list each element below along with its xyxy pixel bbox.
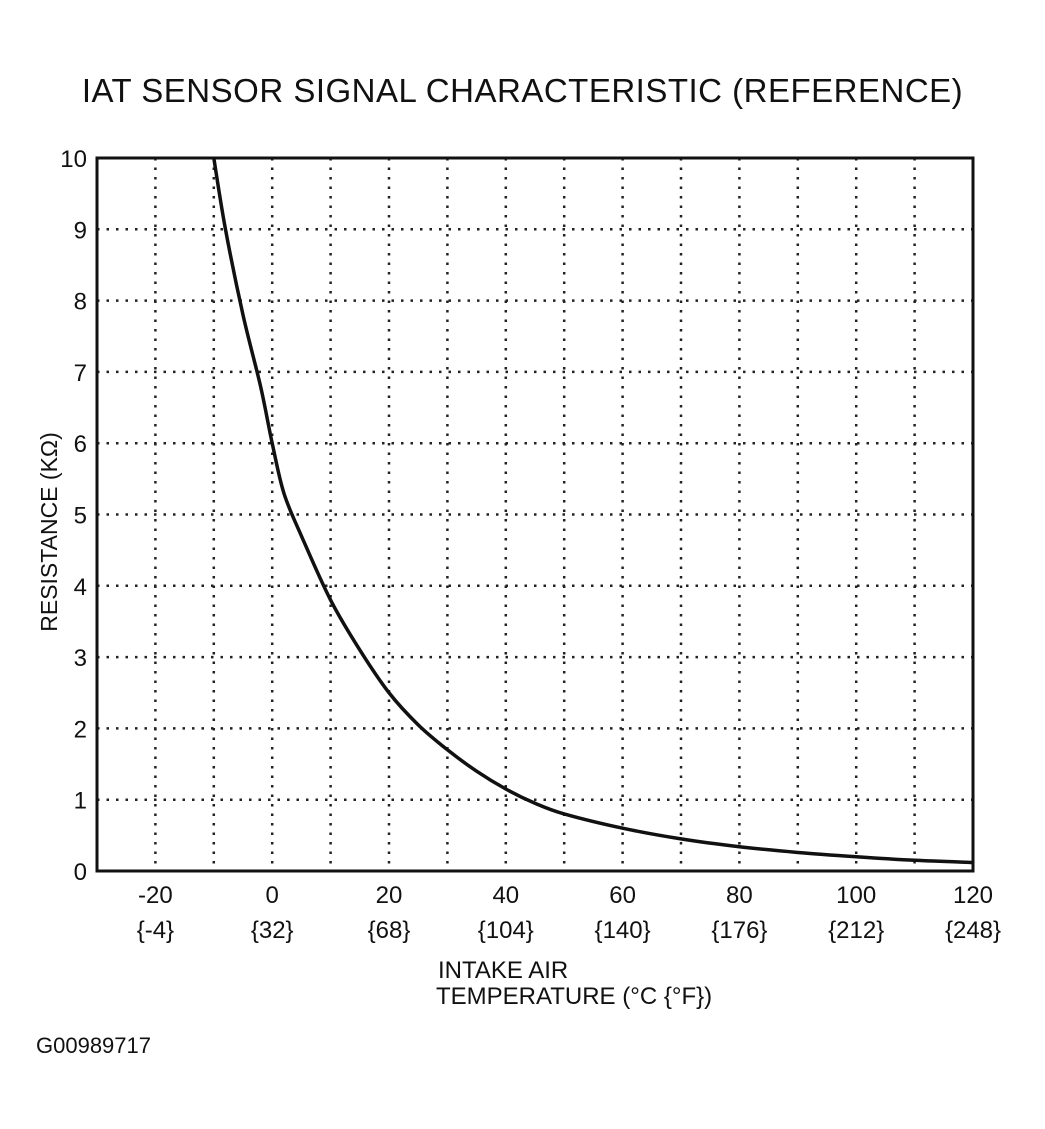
x-tick-label-celsius: 40 [492, 882, 519, 909]
x-tick-label-celsius: -20 [138, 882, 173, 909]
x-tick-label-celsius: 0 [266, 882, 279, 909]
y-tick-label: 2 [74, 716, 87, 743]
figure-id: G00989717 [36, 1033, 151, 1058]
x-tick-labels: -20 {-4} 0 {32} 20 {68} 40 {104} 60 {140} 80 {176} 1… [137, 882, 1001, 944]
x-tick-label-fahrenheit: {176} [711, 917, 767, 944]
x-tick-label-celsius: 80 [726, 882, 753, 909]
resistance-curve [212, 157, 974, 865]
x-axis-label-line-1: INTAKE AIR [438, 957, 568, 984]
y-tick-label: 10 [60, 146, 87, 173]
y-tick-label: 0 [74, 859, 87, 886]
chart-title: IAT SENSOR SIGNAL CHARACTERISTIC (REFERE… [81, 72, 964, 109]
x-tick-label-fahrenheit: {104} [478, 917, 534, 944]
y-tick-label: 8 [74, 289, 87, 316]
y-tick-label: 3 [74, 645, 87, 672]
y-tick-label: 4 [74, 574, 87, 601]
y-tick-label: 7 [74, 360, 87, 387]
grid-lines [97, 158, 973, 871]
y-tick-label: 6 [74, 431, 87, 458]
x-tick-label-fahrenheit: {248} [945, 917, 1001, 944]
y-tick-label: 9 [74, 217, 87, 244]
x-tick-label-celsius: 20 [376, 882, 403, 909]
plot-frame [95, 156, 975, 873]
y-tick-label: 1 [74, 788, 87, 815]
y-tick-label: 5 [74, 503, 87, 530]
x-tick-label-celsius: 100 [836, 882, 876, 909]
y-axis-label: RESISTANCE (KΩ) [36, 432, 62, 632]
x-tick-label-fahrenheit: {212} [828, 917, 884, 944]
x-tick-label-celsius: 60 [609, 882, 636, 909]
x-tick-label-fahrenheit: {68} [368, 917, 411, 944]
y-tick-labels: 0 1 2 3 4 5 6 7 8 9 10 [60, 146, 87, 886]
x-tick-label-celsius: 120 [953, 882, 993, 909]
x-tick-label-fahrenheit: {-4} [137, 917, 174, 944]
x-axis-label-line-2: TEMPERATURE (°C {°F}) [436, 983, 712, 1010]
x-tick-label-fahrenheit: {140} [595, 917, 651, 944]
x-tick-label-fahrenheit: {32} [251, 917, 294, 944]
